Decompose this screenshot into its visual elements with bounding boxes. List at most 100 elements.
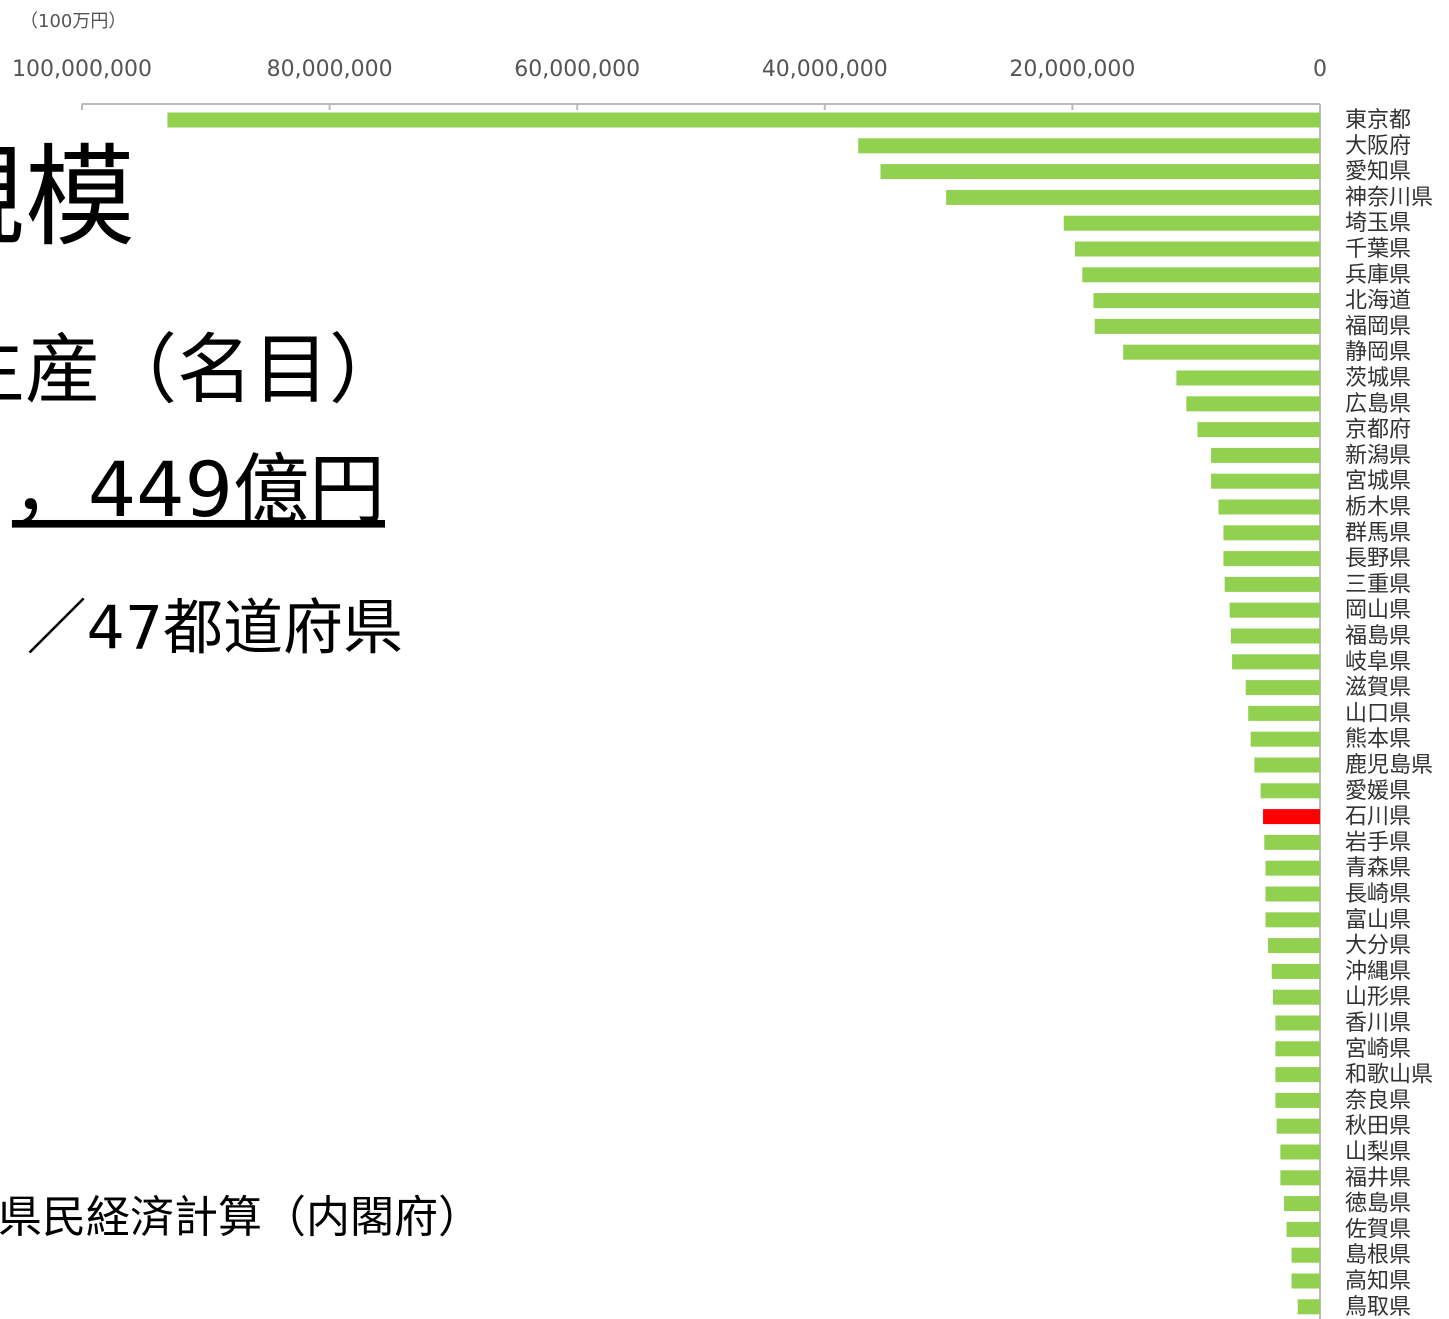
x-tick-label: 40,000,000 [762,57,888,82]
y-tick-label: 秋田県 [1345,1114,1411,1139]
bar [1245,680,1320,696]
y-tick-label: 栃木県 [1345,495,1411,520]
y-tick-label: 東京都 [1345,108,1411,133]
bar [1248,705,1320,721]
bar [1265,886,1320,902]
bar [1197,422,1320,438]
bar [1223,525,1320,541]
bar [1260,783,1320,799]
bar [1297,1299,1320,1315]
bar [1082,267,1320,283]
y-tick-label: 静岡県 [1345,340,1411,365]
y-tick-label: 徳島県 [1345,1192,1411,1217]
y-tick-label: 埼玉県 [1345,211,1411,236]
bar [1280,1144,1320,1160]
annotation: 規模 [0,133,135,261]
bar [1275,1067,1320,1083]
bar [1275,1015,1320,1031]
bar [1272,989,1320,1005]
bar [1291,1247,1320,1263]
bar [1211,447,1320,463]
y-tick-label: 沖縄県 [1345,959,1411,984]
y-tick-label: 山口県 [1345,701,1411,726]
y-tick-label: 高知県 [1345,1269,1411,1294]
bar [1063,215,1320,231]
bar [1265,860,1320,876]
y-tick-label: 大分県 [1345,934,1411,959]
y-tick-label: 石川県 [1345,805,1411,830]
bar [1093,293,1320,309]
x-tick-label: 80,000,000 [267,57,393,82]
y-tick-label: 三重県 [1345,572,1411,597]
y-tick-label: 鳥取県 [1345,1295,1411,1319]
y-tick-label: 香川県 [1345,1011,1411,1036]
annotation: ，449億円 [12,445,385,534]
x-tick-label: 20,000,000 [1009,57,1135,82]
bar [1275,1092,1320,1108]
y-tick-label: 長崎県 [1345,882,1411,907]
bar [1268,938,1320,954]
bar [880,164,1320,180]
bar [1218,499,1320,515]
bar [946,189,1320,205]
y-tick-label: 和歌山県 [1345,1063,1433,1088]
bar [1280,1170,1320,1186]
bar [1229,602,1320,618]
y-tick-label: 青森県 [1345,856,1411,881]
bar [1276,1118,1320,1134]
bar [1284,1196,1320,1212]
bar [1254,757,1320,773]
x-tick-label: 0 [1313,57,1327,82]
y-tick-label: 茨城県 [1345,366,1411,391]
y-tick-label: 愛媛県 [1345,779,1411,804]
y-tick-label: 北海道 [1345,289,1411,314]
y-tick-label: 新潟県 [1345,443,1411,468]
x-tick-label: 100,000,000 [12,57,152,82]
bar [167,112,1320,128]
bar [1232,654,1320,670]
y-tick-label: 宮崎県 [1345,1037,1411,1062]
bar [1224,576,1320,592]
bar [1264,834,1320,850]
y-tick-label: 山形県 [1345,985,1411,1010]
bar [1123,344,1320,360]
y-tick-label: 福井県 [1345,1166,1411,1191]
y-tick-label: 宮城県 [1345,469,1411,494]
unit-label: （100万円） [20,11,126,32]
bar [1250,731,1320,747]
bar [1211,473,1320,489]
bar [1291,1273,1320,1289]
bar [1094,318,1320,334]
bar [1176,370,1320,386]
y-tick-label: 愛知県 [1345,160,1411,185]
annotation: 県民経済計算（内閣府） [0,1192,482,1243]
y-tick-label: 島根県 [1345,1243,1411,1268]
y-tick-label: 大阪府 [1345,134,1411,159]
bar [1186,396,1320,412]
y-tick-label: 京都府 [1345,418,1411,443]
y-tick-label: 広島県 [1345,392,1411,417]
y-tick-label: 群馬県 [1345,521,1411,546]
y-tick-label: 福島県 [1345,624,1411,649]
bar [1263,809,1320,825]
y-tick-label: 岐阜県 [1345,650,1411,675]
y-tick-label: 神奈川県 [1345,185,1433,210]
annotation: 生産（名目） [0,325,405,414]
y-tick-label: 長野県 [1345,547,1411,572]
y-tick-label: 千葉県 [1345,237,1411,262]
y-tick-label: 山梨県 [1345,1140,1411,1165]
y-tick-label: 岡山県 [1345,598,1411,623]
x-tick-label: 60,000,000 [514,57,640,82]
y-tick-label: 岩手県 [1345,830,1411,855]
bar [1230,628,1320,644]
y-tick-label: 奈良県 [1345,1088,1411,1113]
y-tick-label: 鹿児島県 [1345,753,1433,778]
y-tick-label: 富山県 [1345,908,1411,933]
bar [1223,551,1320,567]
y-tick-label: 熊本県 [1345,727,1411,752]
y-tick-label: 佐賀県 [1345,1217,1411,1242]
bar [1265,912,1320,928]
bar [1074,241,1320,257]
bar [1271,963,1320,979]
bar [858,138,1320,154]
